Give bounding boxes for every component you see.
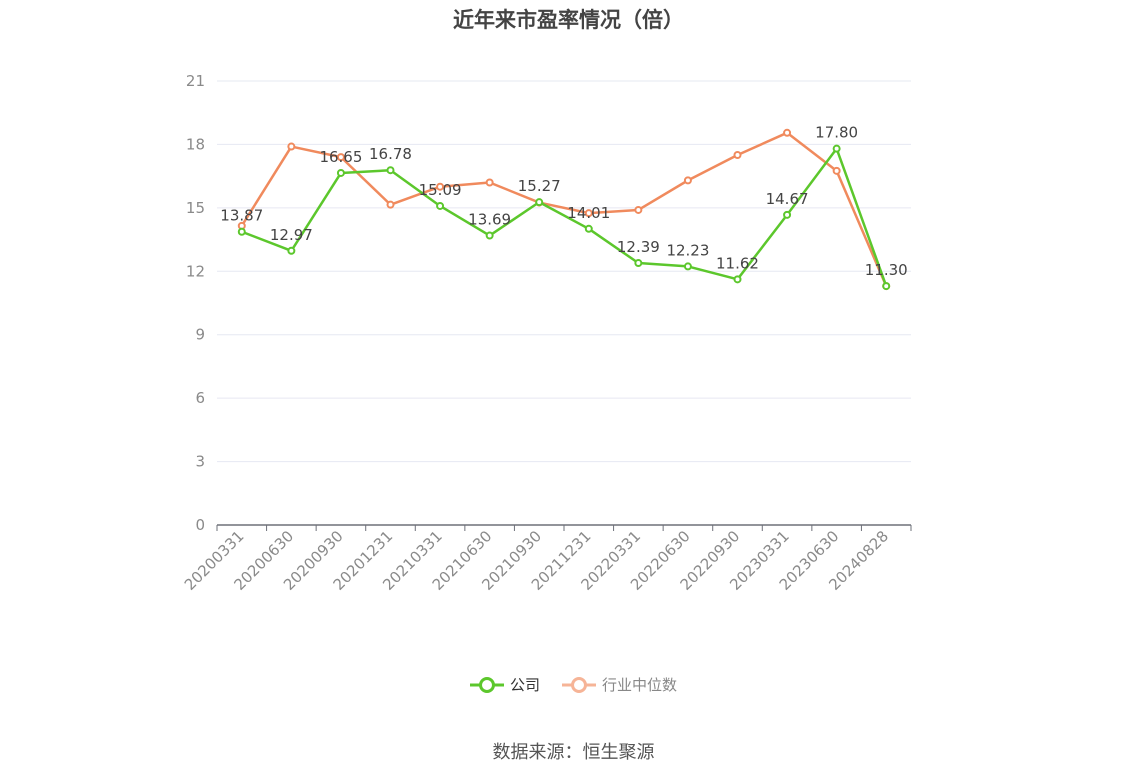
data-label: 17.80 <box>815 124 858 142</box>
data-label: 15.09 <box>419 181 462 199</box>
x-axis: 2020033120200630202009302020123120210331… <box>181 524 912 594</box>
y-tick-label: 15 <box>186 199 205 217</box>
industry-point <box>683 176 692 185</box>
industry-point <box>733 151 742 159</box>
y-tick-label: 9 <box>195 326 205 344</box>
legend-industry-marker-icon <box>562 676 596 693</box>
data-label: 14.01 <box>567 204 610 222</box>
data-label: 15.27 <box>518 177 561 195</box>
company-point <box>634 259 643 268</box>
industry-point <box>436 182 445 191</box>
legend-company-marker-icon <box>469 676 504 693</box>
grid-lines <box>217 80 911 463</box>
data-label: 13.87 <box>220 207 263 225</box>
industry-point <box>832 166 841 175</box>
y-tick-label: 0 <box>195 516 205 534</box>
company-point <box>237 227 246 236</box>
industry-point <box>386 200 395 209</box>
data-labels: 13.87 12.97 16.65 16.78 15.09 13.69 15.27 14.01… <box>220 124 907 279</box>
company-point <box>436 201 445 210</box>
data-label: 11.30 <box>865 261 908 279</box>
y-axis-ticks: 0 3 6 9 12 15 18 21 <box>186 72 205 534</box>
data-label: 14.67 <box>766 190 809 208</box>
series-line-company <box>241 147 888 287</box>
data-label: 16.78 <box>369 145 412 163</box>
company-point <box>485 231 494 240</box>
company-point <box>733 275 742 284</box>
y-tick-label: 21 <box>186 72 205 90</box>
legend-label-company: 公司 <box>509 676 540 694</box>
data-label: 13.69 <box>468 211 511 229</box>
legend-item-company[interactable]: 公司 <box>469 674 540 695</box>
data-source: 数据来源：恒生聚源 <box>492 742 655 763</box>
legend-item-industry[interactable]: 行业中位数 <box>562 674 677 695</box>
company-point <box>287 246 296 255</box>
company-point <box>783 210 792 219</box>
series-lines <box>237 128 891 291</box>
legend-label-industry: 行业中位数 <box>602 676 678 694</box>
y-tick-label: 12 <box>186 262 205 280</box>
y-tick-label: 3 <box>195 453 205 471</box>
company-point <box>386 166 395 175</box>
industry-point <box>584 209 593 218</box>
industry-point <box>634 205 643 214</box>
legend: 公司 行业中位数 <box>0 674 1147 695</box>
industry-point <box>783 128 792 137</box>
company-point <box>683 262 692 271</box>
company-point <box>336 168 345 177</box>
data-label: 12.97 <box>270 226 313 244</box>
series-line-industry <box>240 131 888 287</box>
y-tick-label: 18 <box>186 135 205 153</box>
data-label: 12.23 <box>666 241 709 259</box>
data-label: 16.65 <box>319 148 362 166</box>
line-chart: 0 3 6 9 12 15 18 21 202003312020063020200930202… <box>181 72 912 594</box>
chart-title: 近年来市盈率情况（倍） <box>453 8 684 32</box>
industry-point <box>336 153 345 162</box>
industry-point <box>485 178 494 187</box>
industry-point <box>287 142 296 151</box>
company-point <box>882 282 891 291</box>
company-point <box>584 224 593 233</box>
company-point <box>535 198 544 207</box>
data-label: 12.39 <box>617 238 660 256</box>
company-point <box>832 144 841 153</box>
y-tick-label: 6 <box>195 389 205 407</box>
data-label: 11.62 <box>716 254 759 272</box>
